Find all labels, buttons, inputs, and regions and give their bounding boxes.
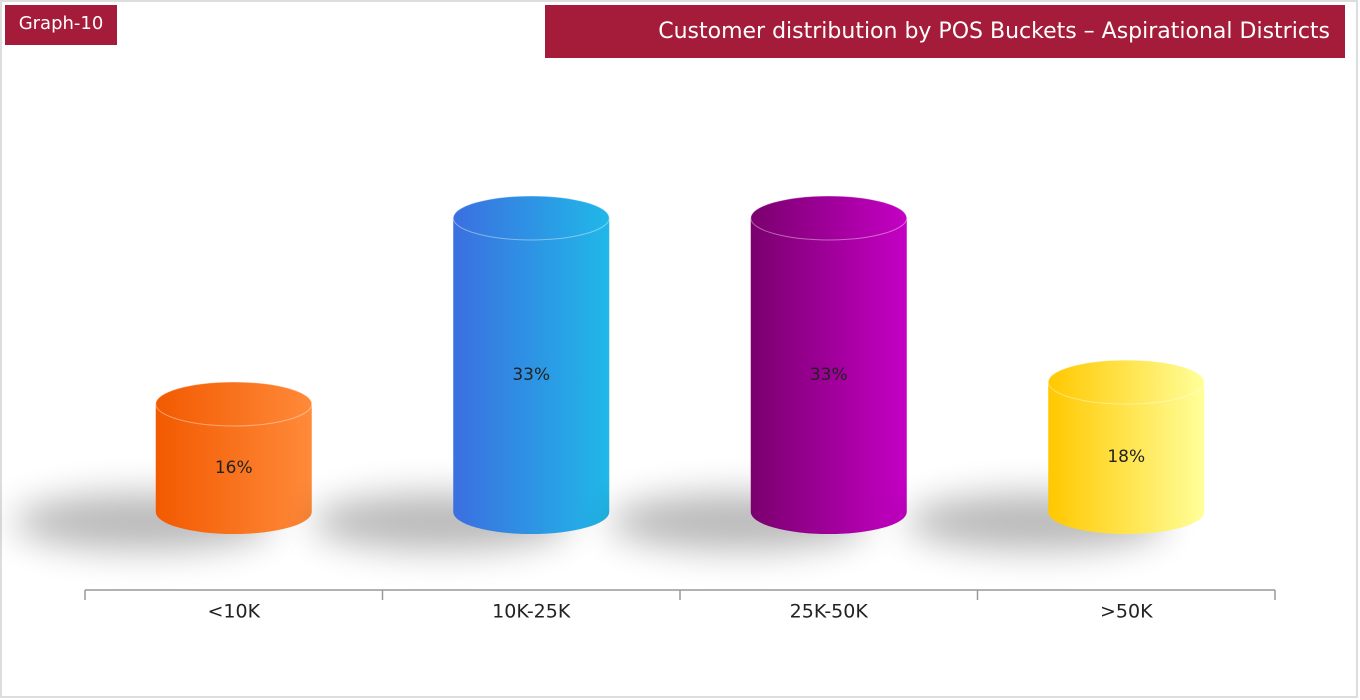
badge-box xyxy=(5,5,117,45)
badge: Graph-10 xyxy=(19,13,104,34)
bar-top xyxy=(750,195,908,241)
bar xyxy=(750,217,907,535)
x-tick-label: 25K-50K xyxy=(790,601,869,623)
bar xyxy=(453,217,610,535)
bar-top xyxy=(155,381,313,427)
value-label: 16% xyxy=(215,458,253,478)
bar xyxy=(155,403,312,534)
value-label: 33% xyxy=(512,365,550,385)
value-label: 33% xyxy=(810,365,848,385)
chart-title: Customer distribution by POS Buckets – A… xyxy=(658,19,1330,44)
x-tick-label: >50K xyxy=(1100,601,1153,623)
x-tick-label: <10K xyxy=(207,601,260,623)
bar-top xyxy=(452,195,610,241)
bar-top xyxy=(1047,359,1205,405)
title-box xyxy=(545,5,1345,58)
x-tick-label: 10K-25K xyxy=(492,601,571,623)
value-label: 18% xyxy=(1107,447,1145,467)
bar xyxy=(1048,382,1205,534)
